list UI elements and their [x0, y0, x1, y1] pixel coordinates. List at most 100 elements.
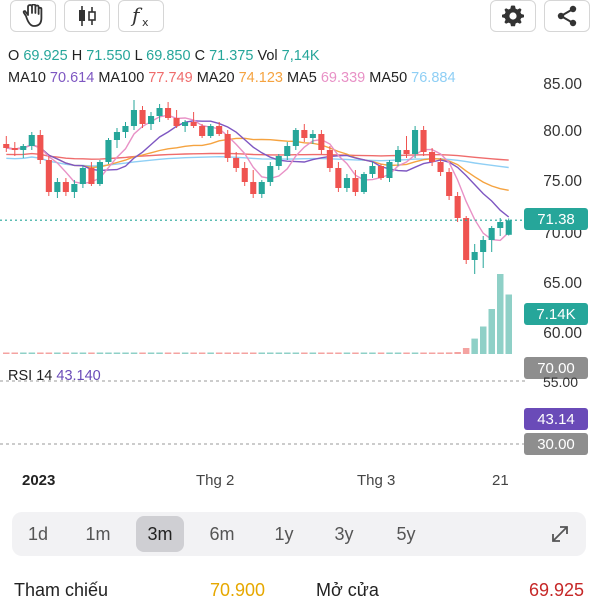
period-1m[interactable]: 1m	[85, 523, 111, 544]
reference-price-label: Tham chiếu	[14, 580, 109, 600]
candle-body	[420, 130, 427, 152]
candle-body	[156, 108, 163, 116]
volume-bar	[122, 352, 129, 354]
candle-body	[497, 222, 504, 228]
high-label: H	[71, 48, 83, 64]
volume-bar	[215, 352, 223, 354]
volume-bar	[130, 352, 138, 354]
volume-bar	[198, 352, 206, 354]
price-tick: 65.00	[543, 275, 582, 292]
rsi-upper-level-tag: 70.00	[524, 357, 588, 379]
volume-bar	[369, 352, 376, 354]
volume-bar	[497, 274, 504, 354]
volume-bar	[79, 352, 87, 354]
volume-bar	[105, 352, 112, 354]
volume-bar	[62, 352, 70, 354]
period-5y[interactable]: 5y	[396, 523, 416, 544]
x-axis-label-day: 21	[492, 472, 509, 489]
open-label: O	[8, 48, 20, 64]
ma20-value: 74.123	[238, 70, 283, 86]
candle-body	[3, 144, 10, 148]
candle-body	[480, 240, 487, 252]
volume-bar	[164, 352, 172, 354]
volume-bar	[394, 352, 402, 354]
share-button[interactable]	[544, 0, 590, 32]
candle-body	[352, 178, 359, 192]
period-3m[interactable]: 3m	[136, 516, 184, 552]
volume-bar	[488, 309, 495, 354]
price-tick: 85.00	[543, 76, 582, 93]
volume-bar	[420, 352, 427, 354]
volume-bar	[437, 352, 444, 354]
reference-price-value: 70.900	[210, 580, 266, 600]
volume-bar	[352, 352, 359, 354]
candle-body	[28, 135, 35, 146]
open-value: 69.925	[23, 48, 68, 64]
volume-bar	[454, 352, 461, 354]
settings-button[interactable]	[490, 0, 536, 32]
share-icon	[557, 5, 577, 27]
ohlc-readout: O 69.925 H 71.550 L 69.850 C 71.375 Vol …	[8, 48, 320, 64]
candle-body	[284, 146, 291, 156]
volume-bar	[505, 294, 512, 354]
rsi-lower-level-tag: 30.00	[524, 433, 588, 455]
rsi-readout: RSI 14 43.140	[8, 368, 101, 384]
volume-bar	[301, 352, 308, 354]
volume-bar	[207, 352, 214, 354]
candle-body	[488, 228, 495, 240]
ma20-line	[6, 137, 509, 191]
candle-body	[369, 166, 376, 174]
candle-body	[216, 126, 223, 134]
current-price-tag: 71.38	[524, 208, 588, 230]
candle-body	[96, 162, 103, 184]
volume-bar	[471, 338, 478, 354]
period-selector: 1d 1m 3m 6m 1y 3y 5y	[12, 512, 586, 556]
volume-bar	[386, 352, 393, 354]
candle-body	[258, 182, 265, 194]
candle-body	[292, 130, 299, 146]
candle-body	[241, 168, 248, 182]
rsi-value: 43.140	[56, 368, 101, 384]
quote-summary: Tham chiếu 70.900 Mở cửa 69.925	[0, 576, 600, 600]
period-3y[interactable]: 3y	[334, 523, 354, 544]
volume-bar	[139, 352, 146, 354]
expand-icon[interactable]	[548, 522, 572, 546]
price-tick: 75.00	[543, 173, 582, 190]
drawing-tool-button[interactable]	[10, 0, 56, 32]
period-1d[interactable]: 1d	[27, 523, 49, 544]
period-6m[interactable]: 6m	[209, 523, 235, 544]
gear-icon	[502, 5, 524, 27]
candle-body	[79, 168, 86, 184]
candle-body	[224, 134, 231, 158]
candle-body	[122, 126, 129, 132]
volume-bar	[377, 352, 385, 354]
candle-body	[182, 122, 189, 126]
volume-bar	[45, 352, 53, 354]
indicators-button[interactable]: f x	[118, 0, 164, 32]
high-value: 71.550	[86, 48, 131, 64]
candle-body	[267, 166, 274, 182]
candle-body	[326, 150, 333, 168]
candle-body	[437, 162, 444, 172]
period-1y[interactable]: 1y	[274, 523, 294, 544]
volume-bar	[173, 352, 180, 354]
ma100-label: MA100	[98, 70, 145, 86]
volume-bar	[20, 352, 27, 354]
candle-body	[233, 158, 240, 168]
candle-body	[37, 135, 44, 160]
candle-body	[318, 134, 325, 150]
volume-bar	[147, 352, 155, 354]
volume-bar	[28, 352, 36, 354]
candle-body	[446, 172, 453, 196]
candle-body	[165, 108, 172, 118]
volume-bar	[326, 352, 334, 354]
hand-pointer-icon	[22, 4, 43, 27]
function-fx-icon: f x	[130, 3, 149, 29]
chart-type-button[interactable]	[64, 0, 110, 32]
volume-bar	[190, 352, 197, 354]
volume-bar	[403, 352, 410, 354]
candle-body	[471, 252, 478, 260]
volume-bar	[318, 352, 325, 354]
price-chart[interactable]	[0, 60, 600, 470]
current-volume-tag: 7.14K	[524, 303, 588, 325]
